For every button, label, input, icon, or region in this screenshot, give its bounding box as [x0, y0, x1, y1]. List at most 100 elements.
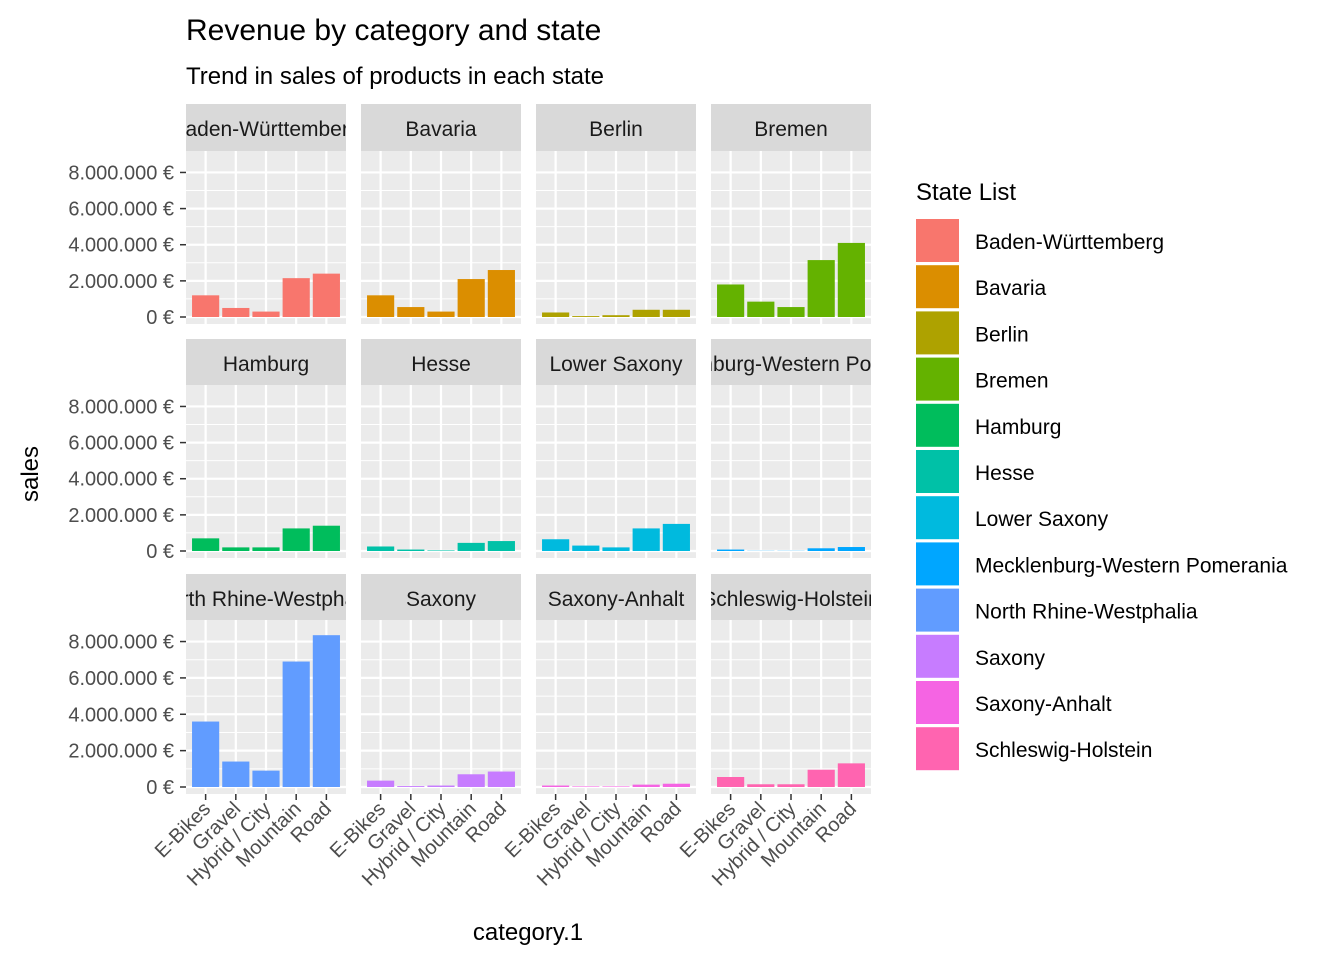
y-tick-label: 8.000.000 € [68, 396, 174, 418]
facet-strip-label: Bremen [754, 118, 828, 141]
legend-label: Saxony-Anhalt [975, 693, 1112, 716]
y-tick-label: 2.000.000 € [68, 271, 174, 293]
bar [313, 526, 340, 551]
legend-label: Mecklenburg-Western Pomerania [975, 554, 1288, 577]
y-tick-label: 6.000.000 € [68, 668, 174, 690]
legend-label: Baden-Württemberg [975, 231, 1164, 254]
y-axis-title: sales [17, 446, 44, 502]
bar [367, 295, 394, 317]
bar [542, 786, 569, 787]
bar [488, 541, 515, 551]
bar [572, 316, 599, 317]
facet-panel: North Rhine-Westphalia [155, 574, 378, 794]
bar [747, 302, 774, 317]
y-tick-label: 2.000.000 € [68, 741, 174, 763]
y-tick-label: 4.000.000 € [68, 704, 174, 726]
facet-strip-label: Saxony [406, 588, 477, 611]
bar [663, 524, 690, 551]
facet-panel: Saxony [361, 574, 521, 794]
bar [367, 546, 394, 551]
facet-strip-label: Baden-Württemberg [171, 118, 360, 141]
bar [838, 243, 865, 317]
facet-strip-label: Saxony-Anhalt [548, 588, 685, 611]
bar [252, 312, 279, 317]
bar [192, 722, 219, 787]
bar [283, 528, 310, 551]
bar [633, 785, 660, 787]
y-tick-label: 0 € [146, 777, 174, 799]
legend-label: Bavaria [975, 277, 1047, 300]
facet-panel: Schleswig-Holstein [702, 574, 879, 794]
y-tick-label: 8.000.000 € [68, 632, 174, 654]
legend-key [916, 681, 959, 724]
y-tick-label: 2.000.000 € [68, 505, 174, 527]
bar [663, 784, 690, 787]
bar [222, 547, 249, 551]
bar [717, 777, 744, 787]
legend-key [916, 311, 959, 354]
facet-panel: Hesse [361, 339, 521, 558]
bar [808, 548, 835, 551]
bar [313, 635, 340, 787]
bar [717, 550, 744, 551]
bar [367, 781, 394, 787]
legend-label: North Rhine-Westphalia [975, 601, 1198, 624]
legend-key [916, 265, 959, 308]
legend-key [916, 358, 959, 401]
bar [602, 315, 629, 317]
bar [488, 772, 515, 787]
bar [397, 550, 424, 551]
bar [458, 543, 485, 551]
facet-panel: Hamburg [186, 339, 346, 558]
bar [192, 295, 219, 317]
bar [663, 310, 690, 317]
legend-label: Berlin [975, 323, 1029, 346]
y-tick-label: 4.000.000 € [68, 235, 174, 257]
facet-strip-label: North Rhine-Westphalia [155, 588, 378, 611]
facet-strip-label: Lower Saxony [549, 353, 683, 376]
legend-label: Hesse [975, 462, 1035, 485]
bar [397, 786, 424, 787]
y-tick-label: 0 € [146, 307, 174, 329]
bar [542, 539, 569, 551]
legend-key [916, 219, 959, 262]
bar [252, 771, 279, 787]
bar [458, 279, 485, 317]
bar [747, 784, 774, 787]
facet-strip-label: Schleswig-Holstein [702, 588, 879, 611]
facet-strip-label: Hesse [411, 353, 471, 376]
bar [717, 284, 744, 317]
bar [777, 307, 804, 317]
facet-panel: Saxony-Anhalt [536, 574, 696, 794]
legend-key [916, 589, 959, 632]
bar [602, 786, 629, 787]
facet-panel: Baden-Württemberg [171, 104, 360, 324]
bar [283, 278, 310, 317]
bar [808, 260, 835, 317]
facet-panel: Bremen [711, 104, 871, 324]
bar [808, 770, 835, 787]
y-tick-label: 6.000.000 € [68, 199, 174, 221]
bar [572, 546, 599, 551]
facet-panel: Lower Saxony [536, 339, 696, 558]
facet-strip-label: Bavaria [405, 118, 477, 141]
y-tick-label: 8.000.000 € [68, 162, 174, 184]
bar [572, 786, 599, 787]
bar [427, 312, 454, 317]
bar [252, 547, 279, 551]
bar [458, 774, 485, 787]
bar [427, 786, 454, 787]
bar [427, 550, 454, 551]
bar [777, 784, 804, 787]
legend-key [916, 542, 959, 585]
chart-subtitle: Trend in sales of products in each state [186, 63, 604, 90]
y-tick-label: 4.000.000 € [68, 469, 174, 491]
bar [633, 528, 660, 551]
legend-key [916, 635, 959, 678]
legend-label: Saxony [975, 647, 1046, 670]
bar [602, 547, 629, 551]
legend-title: State List [916, 179, 1016, 206]
